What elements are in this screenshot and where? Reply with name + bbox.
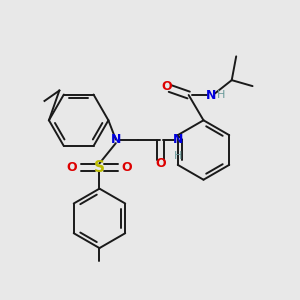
Text: O: O <box>161 80 172 93</box>
Text: N: N <box>206 88 216 101</box>
Text: O: O <box>67 161 77 174</box>
Text: H: H <box>174 151 182 161</box>
Text: N: N <box>111 133 121 146</box>
Text: H: H <box>217 90 226 100</box>
Text: S: S <box>94 160 105 175</box>
Text: N: N <box>173 133 183 146</box>
Text: O: O <box>155 157 166 170</box>
Text: O: O <box>122 161 132 174</box>
